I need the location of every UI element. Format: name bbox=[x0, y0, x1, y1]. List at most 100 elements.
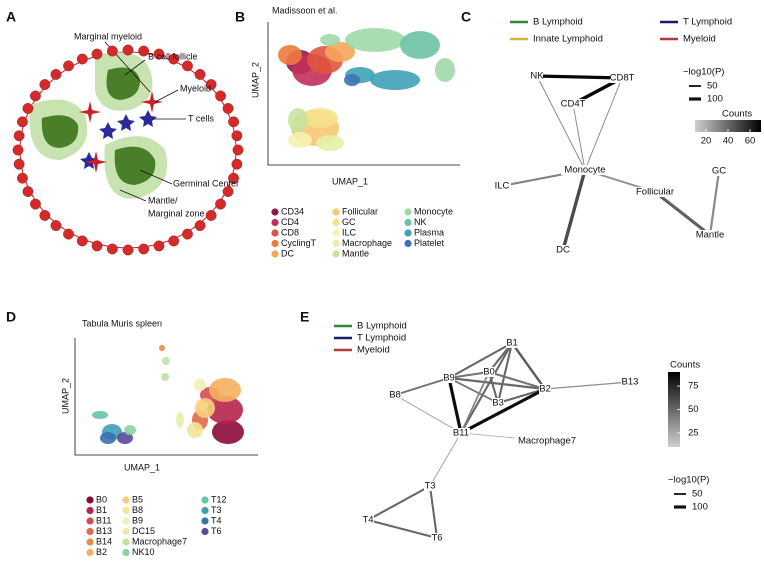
legend-label: CD4 bbox=[281, 217, 299, 227]
legend-label: NK bbox=[414, 217, 427, 227]
umap-cloud bbox=[435, 58, 455, 82]
umap-cloud bbox=[316, 135, 344, 151]
umap-cloud bbox=[278, 45, 302, 65]
marginal-cell bbox=[50, 220, 62, 231]
colorbar bbox=[668, 372, 680, 447]
legend-label: B Lymphoid bbox=[533, 17, 583, 28]
legend-label: CD8 bbox=[281, 227, 299, 237]
legend-swatch bbox=[332, 239, 340, 248]
myeloid-cell bbox=[85, 151, 107, 173]
node-bg bbox=[531, 71, 543, 81]
legend-swatch bbox=[122, 538, 130, 546]
legend-swatch bbox=[332, 208, 340, 216]
marginal-cell bbox=[205, 210, 217, 221]
marginal-cell bbox=[138, 243, 150, 255]
node-bg bbox=[514, 436, 580, 446]
marginal-cell bbox=[39, 79, 51, 90]
legend-label: Myeloid bbox=[683, 34, 716, 45]
marginal-cell bbox=[215, 198, 226, 210]
legend-label: T12 bbox=[211, 494, 227, 504]
legend-label: Macrophage bbox=[342, 238, 392, 248]
size-legend-label: 100 bbox=[707, 94, 723, 105]
legend-label: B13 bbox=[96, 526, 112, 536]
node-bg bbox=[452, 428, 470, 438]
umap-cloud bbox=[162, 357, 170, 365]
spleen-diagram bbox=[12, 41, 244, 256]
marginal-cell bbox=[215, 90, 226, 102]
legend-label: T3 bbox=[211, 505, 222, 515]
colorbar bbox=[695, 120, 761, 132]
panel-letter: E bbox=[300, 309, 309, 325]
diagram-label: Mantle/ bbox=[148, 195, 178, 205]
marginal-cell bbox=[153, 240, 165, 252]
umap-cloud bbox=[176, 412, 184, 428]
node-bg bbox=[625, 187, 685, 197]
node-label: B8 bbox=[389, 390, 401, 401]
node-label: B3 bbox=[492, 398, 504, 409]
node-label: Macrophage7 bbox=[518, 436, 576, 447]
node-label: Mantle bbox=[696, 230, 725, 241]
colorbar-label: 25 bbox=[688, 427, 699, 438]
legend-label: T4 bbox=[211, 515, 222, 525]
legend-label: Plasma bbox=[414, 227, 444, 237]
legend-label: ILC bbox=[342, 227, 357, 237]
node-bg bbox=[492, 398, 504, 408]
edge bbox=[488, 371, 546, 390]
legend-label: GC bbox=[342, 217, 356, 227]
panel-letter: A bbox=[6, 9, 16, 25]
marginal-cell bbox=[50, 69, 62, 80]
node-label: T4 bbox=[362, 515, 373, 526]
umap-cloud bbox=[325, 42, 355, 62]
marginal-cell bbox=[30, 90, 41, 102]
edge bbox=[536, 74, 623, 80]
y-axis-label: UMAP_2 bbox=[60, 378, 70, 414]
marginal-cell bbox=[153, 48, 165, 60]
edge bbox=[367, 485, 431, 521]
marginal-cell bbox=[91, 48, 103, 60]
myeloid-cells bbox=[79, 91, 163, 173]
umap-cloud bbox=[117, 432, 133, 444]
diagram-label: B cell follicle bbox=[148, 51, 198, 61]
marginal-cell bbox=[13, 158, 25, 170]
legend-label: DC bbox=[281, 248, 294, 258]
t-cells bbox=[80, 110, 157, 169]
edge bbox=[429, 432, 462, 487]
edge bbox=[447, 377, 463, 434]
marginal-cell bbox=[168, 53, 180, 65]
legend-label: B2 bbox=[96, 547, 107, 557]
marginal-cell bbox=[76, 235, 88, 247]
node-bg bbox=[561, 165, 609, 175]
marginal-cell bbox=[194, 69, 206, 80]
legend-label: Follicular bbox=[342, 206, 378, 216]
legend-label: T6 bbox=[211, 526, 222, 536]
legend-label: B11 bbox=[96, 515, 111, 525]
edge bbox=[448, 342, 513, 379]
callout bbox=[119, 189, 147, 202]
legend-label: T Lymphoid bbox=[683, 17, 732, 28]
node-label: GC bbox=[712, 166, 726, 177]
size-legend-label: 50 bbox=[692, 489, 703, 500]
y-axis-label: UMAP_2 bbox=[250, 62, 260, 98]
legend-label: CyclingT bbox=[281, 238, 317, 248]
marginal-cell bbox=[205, 79, 217, 90]
legend-label: B8 bbox=[132, 505, 143, 515]
legend-swatch bbox=[332, 218, 340, 227]
colorbar-label: 20 bbox=[701, 136, 712, 147]
edge bbox=[584, 77, 623, 171]
myeloid-cell bbox=[141, 91, 163, 113]
legend-swatch bbox=[86, 538, 94, 546]
marginal-cell bbox=[122, 44, 134, 56]
node-bg bbox=[443, 373, 455, 383]
colorbar-label: 75 bbox=[688, 381, 699, 392]
marginal-cell bbox=[22, 103, 34, 114]
node-bg bbox=[362, 515, 374, 525]
legend-swatch bbox=[201, 517, 209, 525]
umap-cloud bbox=[194, 379, 206, 391]
edge bbox=[394, 394, 462, 434]
node-label: NK bbox=[530, 71, 544, 82]
edge bbox=[654, 190, 711, 237]
node-label: Follicular bbox=[636, 187, 674, 198]
legend-label: CD34 bbox=[281, 206, 304, 216]
colorbar-label: 50 bbox=[688, 404, 699, 415]
